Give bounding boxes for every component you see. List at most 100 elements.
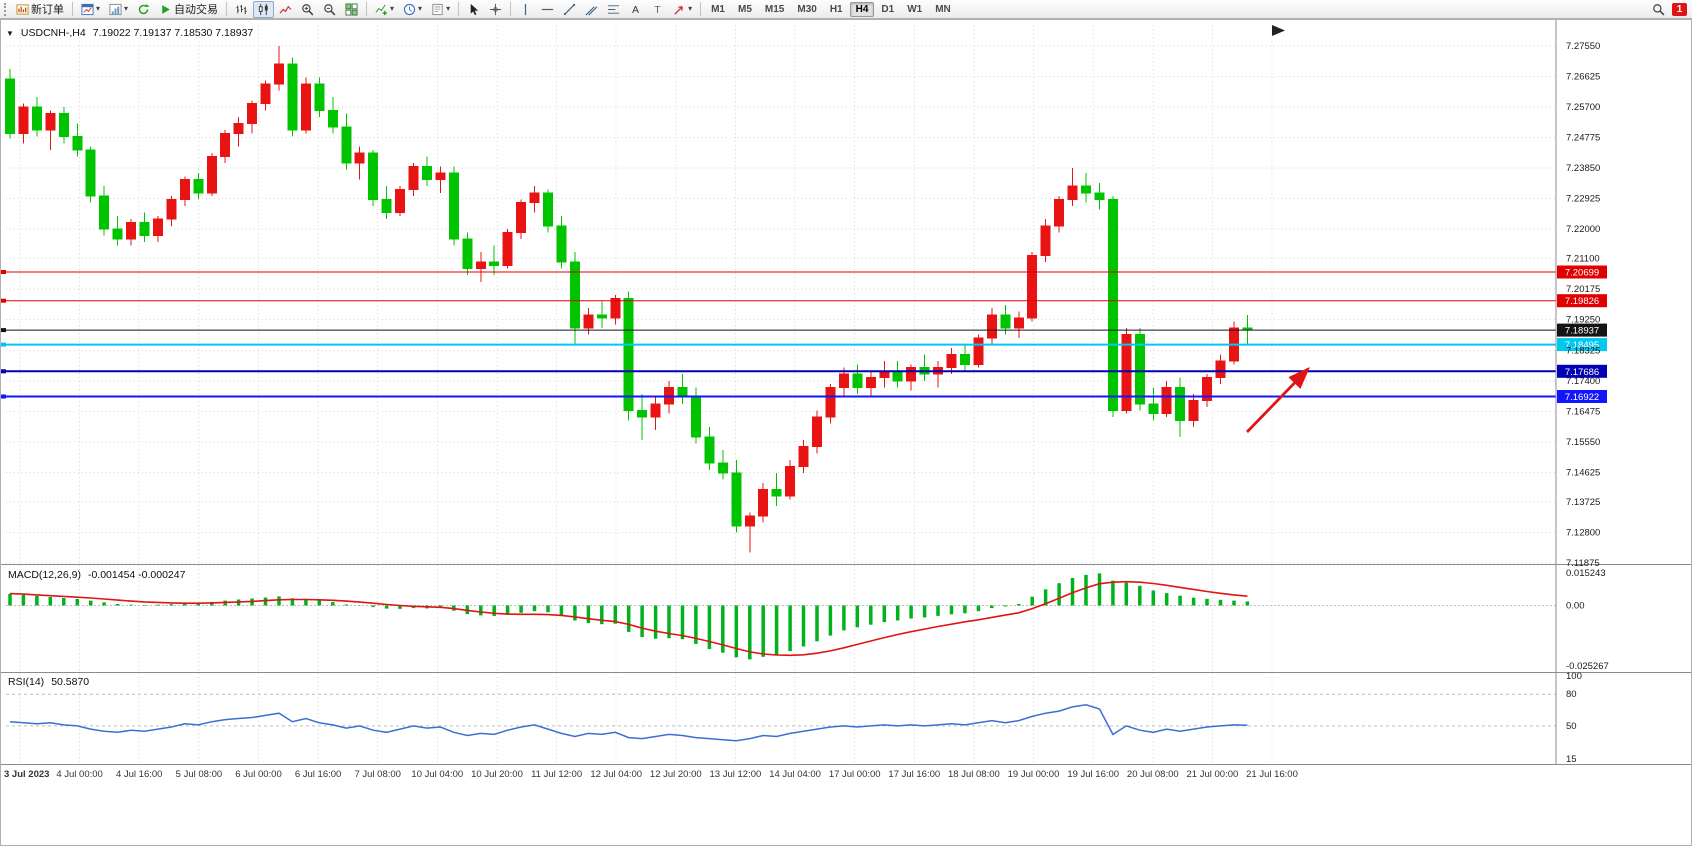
svg-text:7.21100: 7.21100	[1566, 254, 1600, 265]
indicators-list-button[interactable]: ▾	[371, 1, 398, 18]
annotation-arrow[interactable]	[1245, 366, 1310, 433]
new-order-button[interactable]: 新订单	[12, 1, 68, 18]
tile-windows-button[interactable]	[341, 1, 362, 18]
svg-text:7.24775: 7.24775	[1566, 133, 1600, 144]
new-chart-button[interactable]: ▾	[77, 1, 104, 18]
tile-windows-icon	[345, 2, 358, 16]
timeframe-h1-button[interactable]: H1	[829, 3, 843, 15]
templates-button[interactable]: ▾	[427, 1, 454, 18]
timeframe-m30-button[interactable]: M30	[797, 3, 817, 15]
timeframe-m1-button[interactable]: M1	[711, 3, 725, 15]
arrows-tool-button[interactable]: ▾	[669, 1, 696, 18]
price-chart-canvas[interactable]: 7.20699 7.19826 7.18937 7.18495 7.17686 7.169…	[0, 19, 1692, 846]
profiles-button[interactable]: ▾	[105, 1, 132, 18]
svg-text:7.20699: 7.20699	[1565, 268, 1599, 279]
zoom-out-button[interactable]	[319, 1, 340, 18]
level-left-marker	[0, 270, 6, 274]
svg-text:13 Jul 12:00: 13 Jul 12:00	[710, 769, 762, 780]
cursor-tool-button[interactable]	[463, 1, 484, 18]
svg-text:7 Jul 08:00: 7 Jul 08:00	[354, 769, 400, 780]
candle-body	[690, 396, 701, 438]
chart-shift-marker[interactable]	[1272, 25, 1285, 36]
svg-text:7.13725: 7.13725	[1566, 497, 1600, 508]
candle-body	[72, 136, 83, 151]
candle-body	[569, 261, 580, 329]
new-chart-icon	[81, 3, 94, 16]
candle-body	[18, 106, 29, 134]
svg-text:7.15550: 7.15550	[1566, 437, 1600, 448]
svg-text:15: 15	[1566, 754, 1577, 765]
trendline-tool-button[interactable]	[559, 1, 580, 18]
text-label-tool-button[interactable]: T	[647, 1, 668, 18]
svg-text:18 Jul 08:00: 18 Jul 08:00	[948, 769, 1000, 780]
period-selector-button[interactable]: ▾	[399, 1, 426, 18]
candle-body	[1121, 334, 1132, 411]
text-tool-button[interactable]: A	[625, 1, 646, 18]
candle-body	[1215, 360, 1226, 378]
bar-chart-mode-icon	[235, 3, 248, 16]
svg-text:7.22925: 7.22925	[1566, 194, 1600, 205]
rsi-axis: 100 80 50 15	[1566, 671, 1582, 765]
timeframe-mn-button[interactable]: MN	[935, 3, 951, 15]
timeframe-m15-button[interactable]: M15	[764, 3, 785, 15]
level-left-marker	[0, 369, 6, 374]
vertical-line-tool-button[interactable]	[515, 1, 536, 18]
candle-body	[489, 261, 500, 266]
macd-signal-line	[9, 580, 1248, 657]
timeframe-d1-button[interactable]: D1	[881, 3, 895, 15]
svg-text:7.12800: 7.12800	[1566, 528, 1600, 539]
svg-text:7.19826: 7.19826	[1565, 296, 1599, 307]
svg-text:4 Jul 16:00: 4 Jul 16:00	[116, 769, 162, 780]
equidistant-channel-tool-button[interactable]	[581, 1, 602, 18]
candle-body	[287, 63, 298, 131]
candle-body	[475, 261, 486, 270]
level-left-marker	[0, 342, 6, 347]
candle-body	[354, 152, 365, 164]
search-button[interactable]	[1648, 1, 1669, 18]
candle-body	[986, 314, 997, 339]
timeframe-h4-button[interactable]: H4	[849, 1, 875, 17]
candle-body	[152, 218, 163, 237]
candle-body	[448, 172, 459, 240]
svg-text:6 Jul 00:00: 6 Jul 00:00	[235, 769, 281, 780]
candle-body	[395, 189, 405, 214]
level-left-marker	[0, 328, 6, 333]
svg-text:7.27550: 7.27550	[1566, 41, 1600, 52]
timeframe-m5-button[interactable]: M5	[738, 3, 752, 15]
timeframe-w1-button[interactable]: W1	[907, 3, 923, 15]
crosshair-tool-button[interactable]	[485, 1, 506, 18]
candle-body	[341, 126, 352, 164]
candle-body	[623, 297, 634, 411]
svg-text:10 Jul 04:00: 10 Jul 04:00	[411, 769, 463, 780]
trendline-tool-icon	[563, 3, 576, 16]
zoom-in-button[interactable]	[297, 1, 318, 18]
candlestick-mode-button[interactable]	[253, 0, 275, 18]
svg-text:50: 50	[1566, 721, 1577, 732]
new-order-label: 新订单	[31, 4, 64, 16]
svg-text:7.20175: 7.20175	[1566, 284, 1600, 295]
fibonacci-tool-button[interactable]	[603, 1, 624, 18]
chart-window: 7.20699 7.19826 7.18937 7.18495 7.17686 7.169…	[0, 19, 1692, 846]
refresh-button[interactable]	[133, 1, 154, 18]
horizontal-line-tool-button[interactable]	[537, 1, 558, 18]
time-axis: 3 Jul 2023 4 Jul 00:00 4 Jul 16:00 5 Jul 08…	[4, 769, 1298, 780]
candle-body	[959, 353, 970, 365]
candle-body	[166, 198, 177, 220]
candle-body	[179, 179, 190, 200]
svg-text:21 Jul 00:00: 21 Jul 00:00	[1187, 769, 1239, 780]
candle-body	[610, 297, 621, 319]
rsi-pane	[6, 693, 1556, 742]
equidistant-channel-tool-icon	[585, 3, 598, 16]
price-tag	[1557, 323, 1607, 337]
candle-body	[1094, 192, 1105, 200]
notification-badge[interactable]: 1	[1672, 2, 1687, 16]
svg-text:-0.025267: -0.025267	[1566, 661, 1609, 672]
svg-text:21 Jul 16:00: 21 Jul 16:00	[1246, 769, 1298, 780]
candle-body	[543, 192, 553, 227]
candle-body	[327, 109, 338, 128]
svg-text:7.23850: 7.23850	[1566, 163, 1600, 174]
line-chart-mode-button[interactable]	[275, 1, 296, 18]
vertical-line-tool-icon	[519, 3, 532, 16]
auto-trading-button[interactable]: 自动交易	[155, 1, 222, 18]
bar-chart-mode-button[interactable]	[231, 1, 252, 18]
